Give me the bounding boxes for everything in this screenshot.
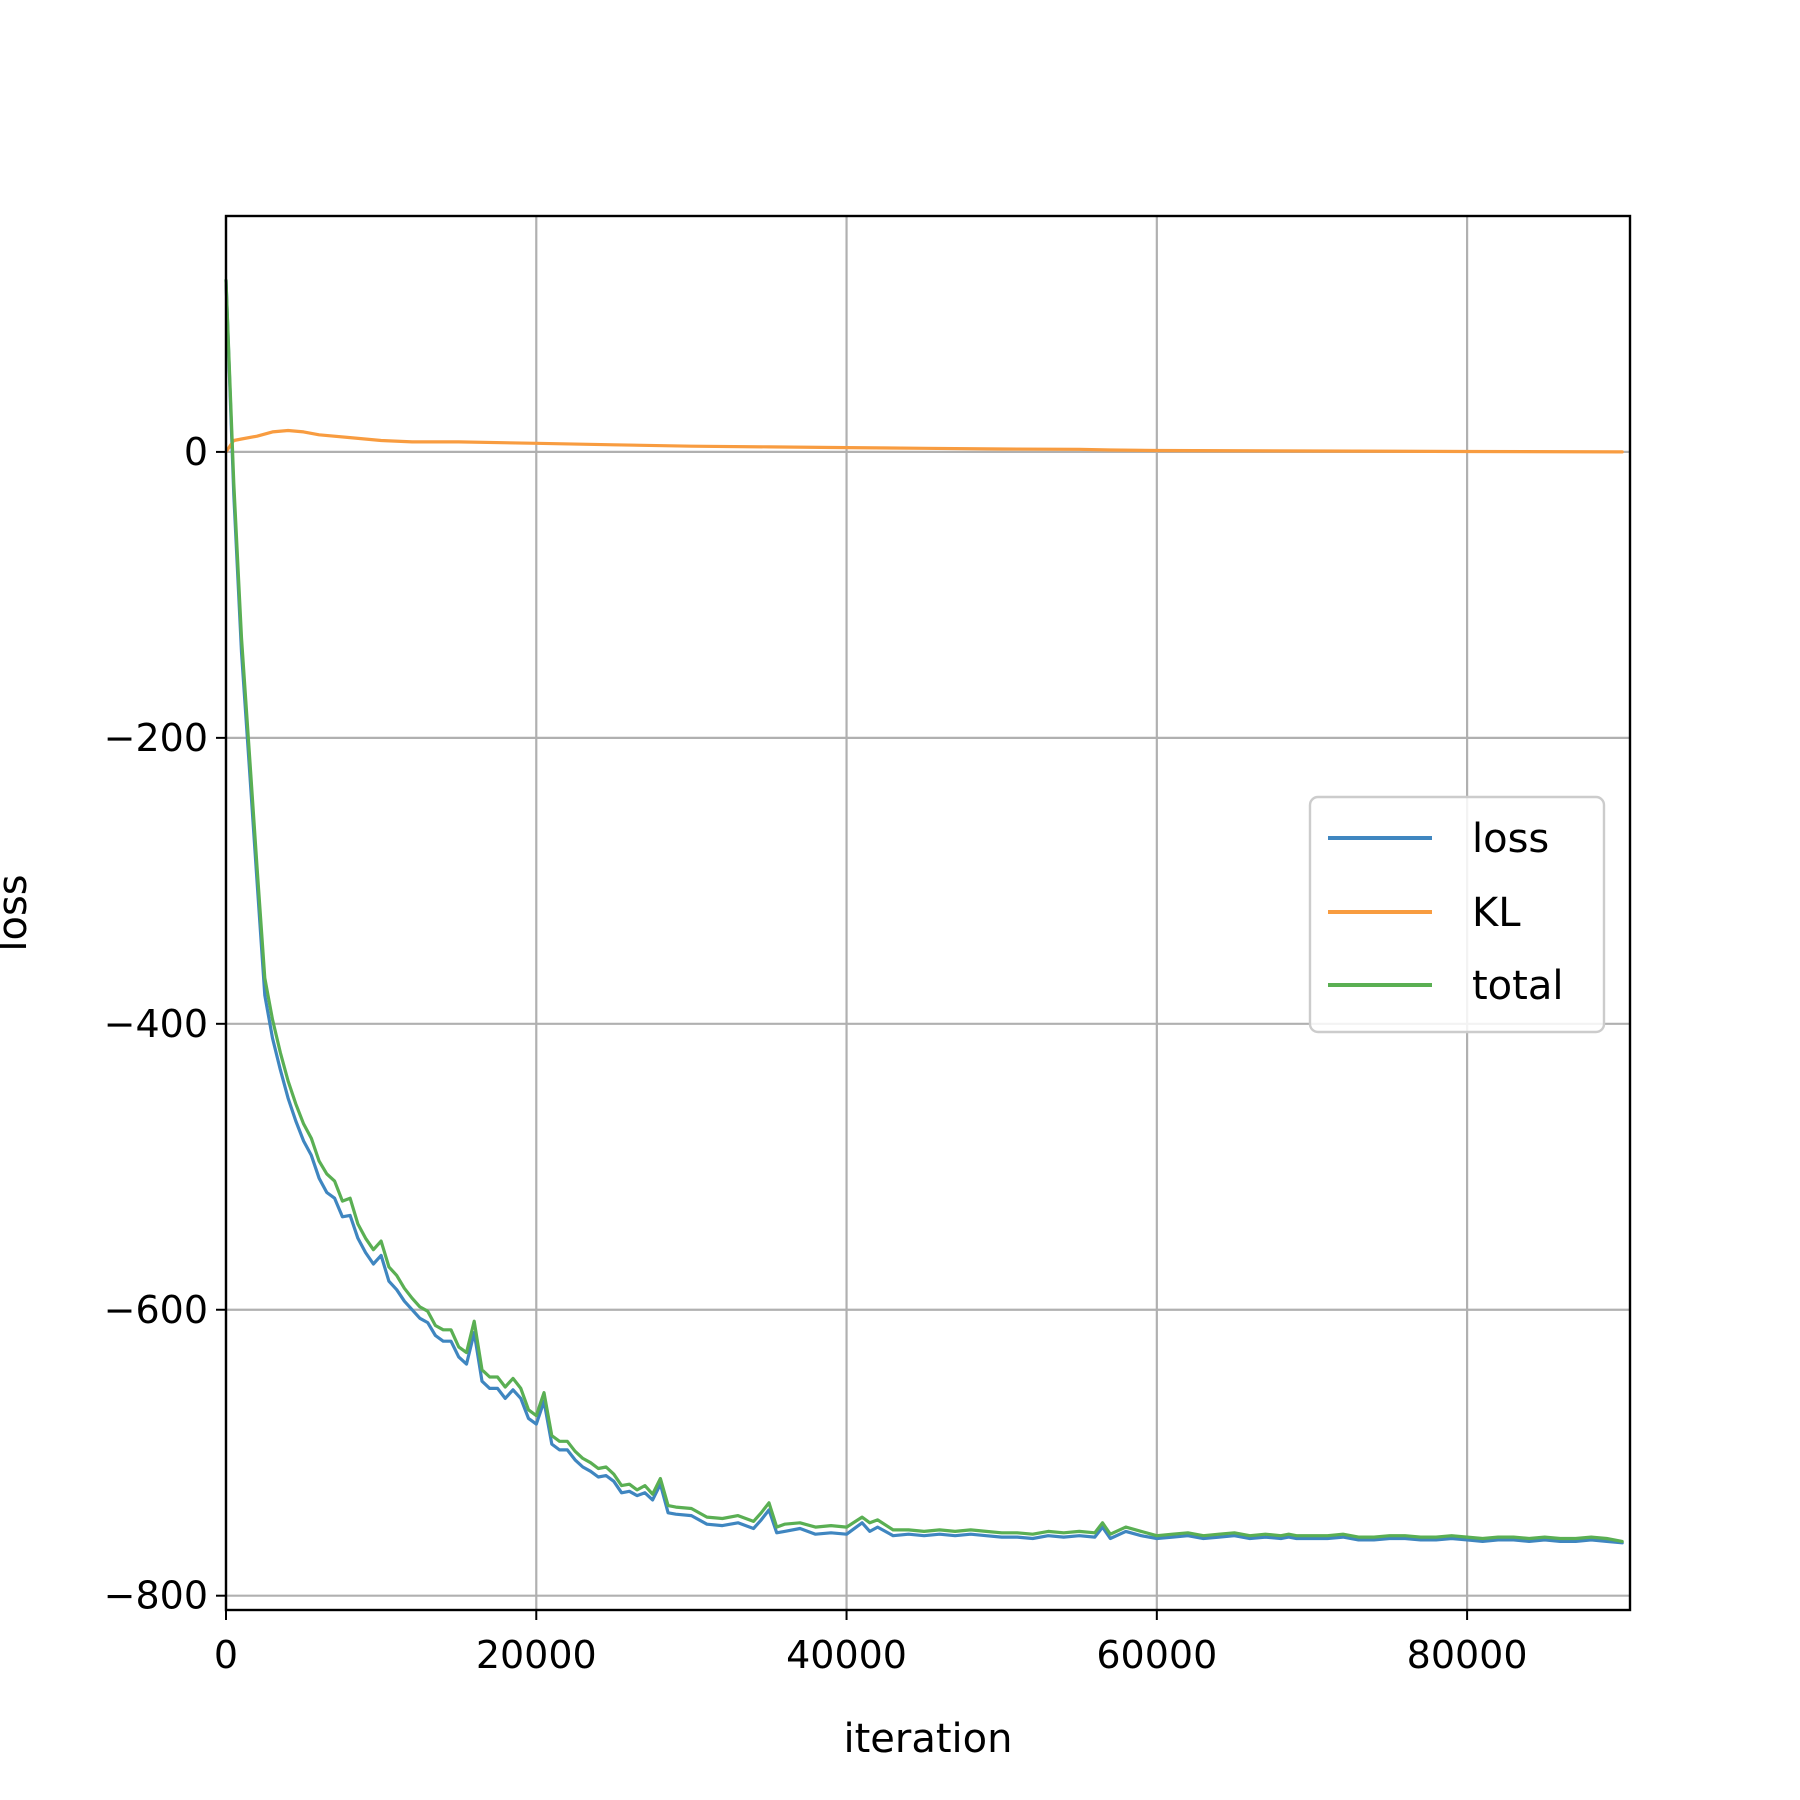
legend-label-total: total bbox=[1472, 963, 1563, 1009]
legend-box bbox=[1308, 795, 1606, 1034]
y-tick-label: −200 bbox=[104, 716, 208, 760]
series-line-kl bbox=[224, 428, 1624, 454]
plot-frame bbox=[224, 214, 1632, 1612]
y-tick-label: −600 bbox=[104, 1288, 208, 1332]
x-tick-label: 20000 bbox=[476, 1633, 597, 1677]
y-axis-label: loss bbox=[0, 874, 36, 951]
series-line-total bbox=[224, 278, 1624, 1544]
y-tick-label: 0 bbox=[184, 430, 208, 474]
legend-label-kl: KL bbox=[1472, 890, 1521, 936]
series-layer bbox=[224, 278, 1624, 1545]
x-tick-label: 40000 bbox=[786, 1633, 907, 1677]
x-tick-label: 80000 bbox=[1407, 1633, 1528, 1677]
series-line-loss bbox=[224, 278, 1624, 1545]
x-tick-label: 0 bbox=[214, 1633, 238, 1677]
x-axis: 0 20000 40000 60000 80000 bbox=[214, 1610, 1528, 1677]
y-axis: −800 −600 −400 −200 0 bbox=[104, 430, 226, 1618]
legend-label-loss: loss bbox=[1472, 816, 1549, 862]
x-axis-label: iteration bbox=[844, 1716, 1013, 1762]
legend: loss KL total bbox=[1308, 795, 1606, 1034]
x-tick-label: 60000 bbox=[1096, 1633, 1217, 1677]
y-tick-label: −800 bbox=[104, 1574, 208, 1618]
y-tick-label: −400 bbox=[104, 1002, 208, 1046]
